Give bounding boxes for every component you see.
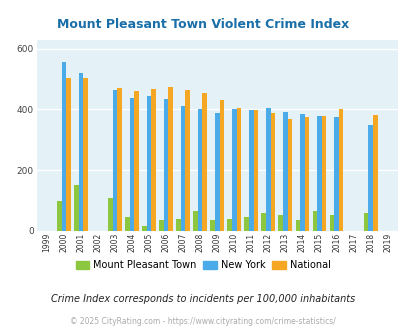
Bar — [193, 211, 197, 231]
Bar — [367, 125, 372, 231]
Bar — [74, 185, 78, 231]
Bar — [329, 215, 333, 231]
Bar — [372, 115, 377, 231]
Bar — [62, 62, 66, 231]
Bar — [176, 219, 180, 231]
Bar — [312, 211, 316, 231]
Bar — [270, 113, 275, 231]
Bar — [295, 220, 299, 231]
Bar — [185, 90, 190, 231]
Bar — [57, 201, 62, 231]
Bar — [78, 73, 83, 231]
Bar — [231, 110, 236, 231]
Bar — [287, 119, 292, 231]
Bar — [333, 117, 338, 231]
Bar — [338, 110, 343, 231]
Bar — [210, 220, 214, 231]
Bar — [261, 213, 265, 231]
Bar — [168, 87, 173, 231]
Bar — [180, 107, 185, 231]
Text: Crime Index corresponds to incidents per 100,000 inhabitants: Crime Index corresponds to incidents per… — [51, 294, 354, 304]
Bar — [125, 217, 129, 231]
Bar — [304, 117, 309, 231]
Bar — [282, 112, 287, 231]
Bar — [265, 108, 270, 231]
Text: Mount Pleasant Town Violent Crime Index: Mount Pleasant Town Violent Crime Index — [57, 18, 348, 31]
Bar — [151, 88, 156, 231]
Bar — [214, 113, 219, 231]
Bar — [142, 225, 146, 231]
Bar — [321, 115, 326, 231]
Bar — [146, 96, 151, 231]
Bar — [253, 110, 258, 231]
Bar — [219, 100, 224, 231]
Bar — [66, 78, 70, 231]
Bar — [134, 91, 139, 231]
Bar — [227, 219, 231, 231]
Bar — [363, 213, 367, 231]
Bar — [202, 93, 207, 231]
Bar — [117, 88, 121, 231]
Bar — [112, 90, 117, 231]
Bar — [129, 98, 134, 231]
Bar — [299, 114, 304, 231]
Bar — [159, 220, 163, 231]
Bar — [108, 198, 112, 231]
Bar — [197, 110, 202, 231]
Bar — [278, 215, 282, 231]
Bar — [236, 108, 241, 231]
Bar — [248, 110, 253, 231]
Bar — [244, 217, 248, 231]
Bar — [163, 99, 168, 231]
Text: © 2025 CityRating.com - https://www.cityrating.com/crime-statistics/: © 2025 CityRating.com - https://www.city… — [70, 317, 335, 326]
Legend: Mount Pleasant Town, New York, National: Mount Pleasant Town, New York, National — [71, 256, 334, 274]
Bar — [316, 115, 321, 231]
Bar — [83, 78, 87, 231]
